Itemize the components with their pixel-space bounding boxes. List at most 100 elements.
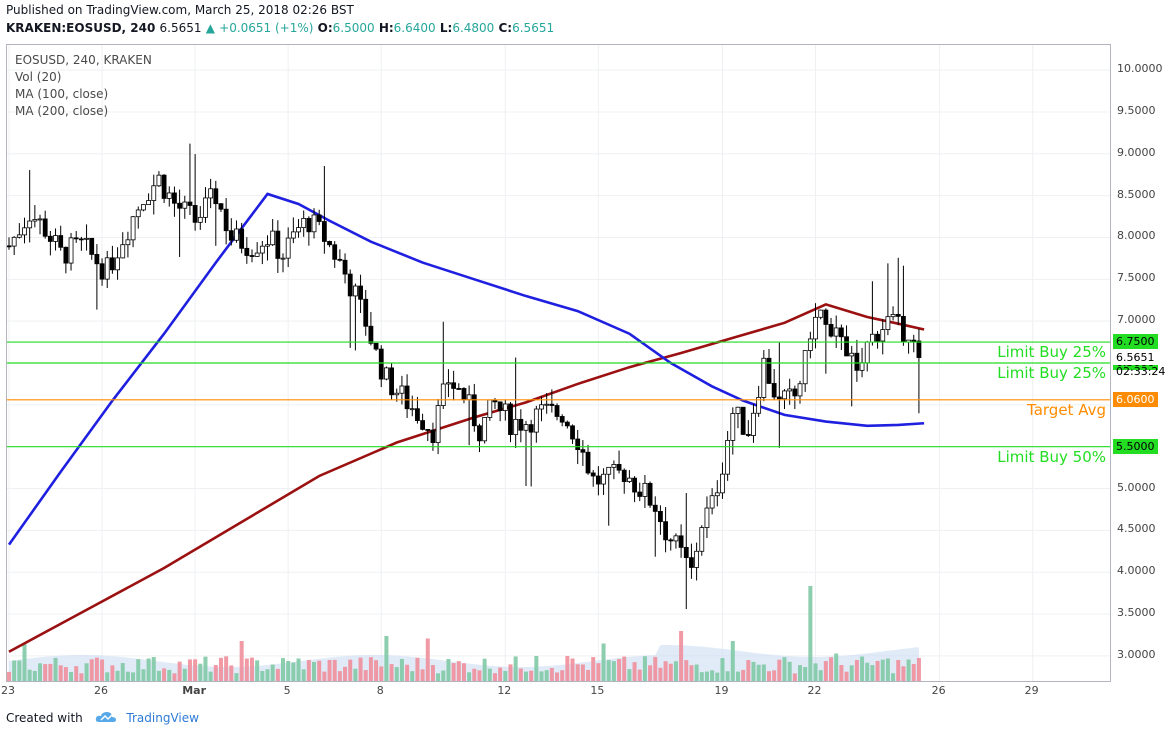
x-tick-label: 22	[807, 684, 822, 697]
volume-bar	[865, 662, 870, 681]
candle	[104, 257, 110, 280]
volume-bar	[167, 669, 172, 681]
volume-bar	[668, 663, 673, 681]
candle	[828, 324, 834, 337]
volume-bar	[131, 672, 136, 681]
volume-bar	[177, 661, 182, 681]
price-change: +0.0651 (+1%)	[219, 21, 314, 35]
candle	[575, 438, 581, 451]
volume-bar	[896, 659, 901, 681]
volume-bar	[358, 657, 363, 681]
candle	[611, 464, 617, 468]
volume-bar	[627, 669, 632, 681]
volume-bar	[94, 657, 99, 681]
volume-bar	[239, 641, 244, 681]
candle	[244, 247, 250, 256]
volume-bar	[394, 667, 399, 681]
volume-bar	[498, 667, 503, 681]
candle	[895, 314, 901, 317]
volume-bar	[508, 664, 513, 681]
y-tick-label: 5.0000	[1117, 480, 1156, 494]
volume-bar	[684, 660, 689, 681]
volume-bar	[487, 668, 492, 681]
volume-bar	[730, 641, 735, 681]
candle	[880, 329, 886, 342]
volume-bar	[715, 672, 720, 681]
y-tick-label: 4.5000	[1117, 522, 1156, 536]
volume-bar	[648, 665, 653, 681]
volume-bar	[415, 657, 420, 681]
volume-bar	[306, 659, 311, 681]
candle	[7, 245, 12, 248]
volume-bar	[317, 660, 322, 681]
candle	[259, 245, 265, 254]
volume-bar	[281, 658, 286, 681]
candle	[539, 404, 544, 410]
legend-ma200: MA (200, close)	[15, 104, 109, 118]
level-price-tag: 5.5000	[1113, 438, 1158, 454]
candle	[647, 482, 653, 506]
candle	[172, 192, 177, 204]
candle	[239, 228, 245, 249]
candle	[678, 535, 684, 548]
candle	[342, 259, 348, 275]
volume-bar	[456, 661, 461, 681]
candle	[751, 412, 756, 436]
candle	[477, 425, 482, 442]
volume-bar	[710, 670, 715, 681]
volume-bar	[384, 636, 389, 681]
y-tick-label: 8.0000	[1117, 229, 1156, 243]
candle	[766, 357, 772, 384]
candle	[404, 385, 410, 410]
candle	[430, 429, 436, 443]
candle	[151, 185, 157, 201]
volume-bar	[63, 667, 68, 681]
price-chart[interactable]	[7, 45, 1110, 681]
volume-bar	[363, 670, 368, 681]
volume-bar	[446, 659, 451, 681]
candle	[435, 405, 441, 443]
candle	[818, 309, 824, 318]
candle	[627, 477, 632, 482]
volume-bar	[555, 672, 560, 681]
candle	[528, 424, 534, 433]
candle	[384, 367, 389, 380]
candle	[689, 557, 694, 568]
candle	[11, 236, 17, 247]
volume-bar	[679, 631, 684, 681]
volume-bar	[482, 658, 487, 681]
chart-pane[interactable]	[6, 44, 1111, 682]
volume-bar	[451, 663, 456, 681]
symbol-bar: KRAKEN:EOSUSD, 240 6.5651 ▲ +0.0651 (+1%…	[6, 21, 554, 35]
volume-bar	[565, 656, 570, 681]
candle	[296, 227, 301, 233]
volume-bar	[260, 670, 265, 681]
tradingview-brand[interactable]: TradingView	[126, 711, 199, 725]
candle	[601, 473, 606, 485]
candle	[363, 298, 369, 327]
y-tick-label: 4.0000	[1117, 564, 1156, 578]
x-tick-label: 8	[376, 684, 384, 697]
candle	[802, 350, 808, 385]
candle	[761, 357, 767, 398]
candle	[792, 388, 798, 397]
candle	[890, 314, 896, 318]
volume-bar	[244, 658, 249, 681]
volume-bar	[353, 668, 358, 681]
volume-bar	[27, 669, 32, 681]
candle	[378, 348, 384, 380]
time-axis[interactable]: 23 26 Mar 5 8 12 15 19 22 26 29	[1, 682, 1111, 700]
volume-bar	[374, 660, 379, 681]
volume-bar	[829, 657, 834, 681]
candle	[321, 221, 327, 242]
x-tick-label: 23	[1, 684, 15, 697]
candle	[420, 420, 426, 430]
candle	[73, 237, 79, 240]
volume-bar	[673, 661, 678, 681]
candle	[156, 174, 162, 187]
volume-bar	[782, 657, 787, 681]
volume-bar	[100, 659, 105, 681]
volume-bar	[741, 669, 746, 681]
candle	[709, 495, 715, 509]
volume-bar	[265, 669, 270, 681]
